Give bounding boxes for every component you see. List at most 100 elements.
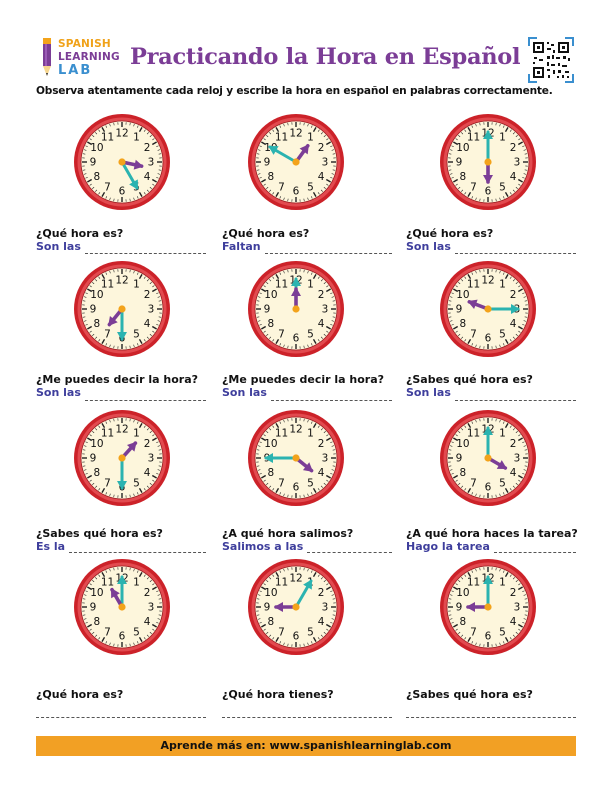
- analog-clock: 123456789101112: [440, 261, 536, 357]
- clock-numeral: 8: [460, 318, 467, 330]
- answer-blank-line[interactable]: [69, 552, 206, 553]
- minute-hand: [117, 575, 127, 609]
- minute-hand: [483, 426, 493, 460]
- clock-numeral: 9: [90, 602, 97, 614]
- footer-banner: Aprende más en: www.spanishlearninglab.c…: [36, 736, 576, 756]
- answer-blank-line[interactable]: [406, 717, 576, 718]
- clock-numeral: 9: [456, 453, 463, 465]
- footer-text: Aprende más en: www.spanishlearninglab.c…: [160, 739, 452, 752]
- question-text: ¿Qué hora es?: [36, 227, 124, 240]
- clock-numeral: 1: [307, 278, 314, 290]
- answer-blank-line[interactable]: [494, 552, 576, 553]
- clock-numeral: 3: [148, 453, 155, 465]
- clock-numeral: 11: [275, 576, 288, 588]
- clock-numeral: 4: [318, 171, 325, 183]
- minute-hand: [268, 145, 298, 164]
- clock-numeral: 7: [470, 182, 477, 194]
- logo-line-2: LEARNING: [58, 51, 120, 63]
- answer-blank-line[interactable]: [307, 552, 392, 553]
- clock-numeral: 5: [307, 182, 314, 194]
- clock-numeral: 8: [94, 171, 101, 183]
- clock-numeral: 10: [456, 587, 469, 599]
- answer-prefix: Salimos a las: [222, 540, 304, 553]
- clock-numeral: 12: [115, 128, 128, 140]
- clock-numeral: 10: [264, 587, 277, 599]
- clock-numeral: 1: [133, 131, 140, 143]
- clock-numeral: 8: [268, 467, 275, 479]
- clock-center-pin: [118, 603, 126, 611]
- clock-numeral: 10: [456, 289, 469, 301]
- answer-blank-line[interactable]: [222, 717, 392, 718]
- clock-numeral: 2: [510, 289, 517, 301]
- logo-line-3: LAB: [58, 63, 93, 78]
- clock-numeral: 11: [467, 278, 480, 290]
- analog-clock: 123456789101112: [248, 410, 344, 506]
- minute-hand: [486, 304, 520, 314]
- clock-numeral: 2: [510, 142, 517, 154]
- clock-numeral: 8: [94, 467, 101, 479]
- clock-numeral: 11: [467, 427, 480, 439]
- answer-blank-line[interactable]: [85, 253, 206, 254]
- page-title: Practicando la Hora en Español: [130, 44, 521, 70]
- clock-center-pin: [484, 158, 492, 166]
- clock-center-pin: [484, 603, 492, 611]
- clock-numeral: 6: [485, 333, 492, 345]
- clock-numeral: 4: [510, 467, 517, 479]
- clock-numeral: 7: [104, 329, 111, 341]
- answer-prefix: Son las: [36, 240, 81, 253]
- clock-numeral: 12: [481, 275, 494, 287]
- answer-prefix: Hago la tarea: [406, 540, 490, 553]
- answer-prefix: Es la: [36, 540, 66, 553]
- clock-numeral: 4: [144, 616, 151, 628]
- clock-numeral: 12: [115, 275, 128, 287]
- answer-blank-line[interactable]: [455, 253, 576, 254]
- answer-blank-line[interactable]: [265, 253, 392, 254]
- clock-numeral: 10: [90, 587, 103, 599]
- clock-numeral: 10: [90, 438, 103, 450]
- answer-blank-line[interactable]: [36, 717, 206, 718]
- clock-numeral: 5: [133, 478, 140, 490]
- clock-numeral: 4: [510, 616, 517, 628]
- analog-clock: 123456789101112: [74, 261, 170, 357]
- clock-numeral: 11: [275, 278, 288, 290]
- question-text: ¿Qué hora tienes?: [222, 688, 334, 701]
- clock-numeral: 2: [318, 587, 325, 599]
- answer-blank-line[interactable]: [271, 400, 392, 401]
- question-text: ¿Qué hora es?: [406, 227, 494, 240]
- clock-numeral: 6: [293, 333, 300, 345]
- clock-numeral: 7: [470, 627, 477, 639]
- clock-numeral: 11: [467, 576, 480, 588]
- clock-numeral: 1: [499, 278, 506, 290]
- clock-numeral: 2: [144, 142, 151, 154]
- clock-numeral: 4: [144, 171, 151, 183]
- clock-numeral: 9: [264, 602, 271, 614]
- clock-numeral: 12: [289, 424, 302, 436]
- clock-numeral: 8: [460, 171, 467, 183]
- clock-numeral: 8: [460, 467, 467, 479]
- clock-numeral: 9: [90, 453, 97, 465]
- clock-numeral: 3: [322, 157, 329, 169]
- minute-hand: [117, 456, 127, 490]
- clock-numeral: 1: [499, 131, 506, 143]
- analog-clock: 123456789101112: [440, 114, 536, 210]
- clock-center-pin: [484, 454, 492, 462]
- clock-center-pin: [292, 158, 300, 166]
- clock-numeral: 11: [467, 131, 480, 143]
- clock-numeral: 7: [104, 627, 111, 639]
- answer-prefix: Faltan: [222, 240, 261, 253]
- clock-numeral: 5: [133, 329, 140, 341]
- clock-numeral: 10: [456, 142, 469, 154]
- clock-numeral: 3: [514, 602, 521, 614]
- clock-numeral: 8: [94, 318, 101, 330]
- clock-numeral: 7: [470, 329, 477, 341]
- clock-numeral: 5: [499, 182, 506, 194]
- answer-blank-line[interactable]: [85, 400, 206, 401]
- answer-blank-line[interactable]: [455, 400, 576, 401]
- question-text: ¿A qué hora salimos?: [222, 527, 354, 540]
- clock-numeral: 1: [307, 131, 314, 143]
- clock-numeral: 10: [456, 438, 469, 450]
- clock-numeral: 2: [144, 587, 151, 599]
- qr-code-icon: [528, 37, 574, 83]
- question-text: ¿Qué hora es?: [222, 227, 310, 240]
- clock-numeral: 5: [307, 478, 314, 490]
